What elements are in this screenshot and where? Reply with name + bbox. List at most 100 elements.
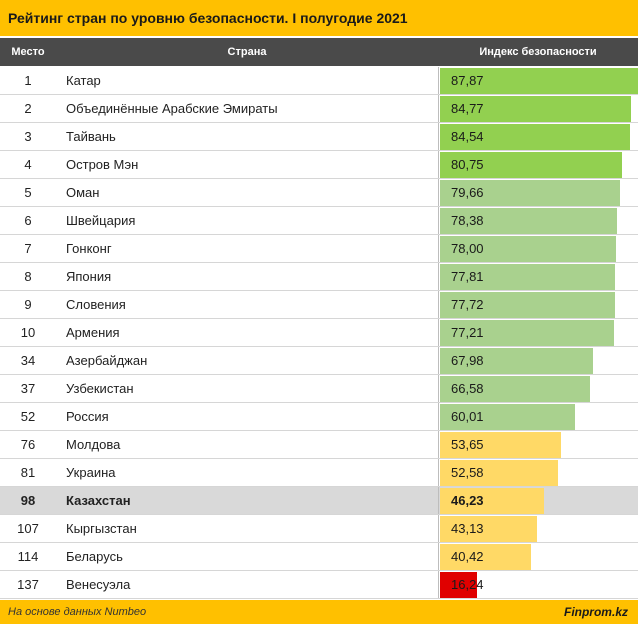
rank-cell: 6	[24, 213, 32, 228]
index-bar	[440, 208, 617, 234]
table-row: 98 Казахстан 46,23	[0, 487, 638, 515]
index-bar	[440, 264, 615, 290]
index-bar	[440, 180, 620, 206]
index-value-label: 66,58	[451, 381, 484, 396]
rank-cell: 1	[24, 73, 32, 88]
index-bar	[440, 124, 630, 150]
rank-cell: 7	[24, 241, 32, 256]
rank-cell: 3	[24, 129, 32, 144]
brand-logo: Finprom.kz	[563, 605, 628, 619]
index-cell: 84,77	[438, 95, 638, 122]
index-cell: 67,98	[438, 347, 638, 374]
index-bar	[440, 460, 558, 486]
index-cell: 78,00	[438, 235, 638, 262]
country-cell: Армения	[66, 325, 120, 340]
country-cell: Украина	[66, 465, 116, 480]
country-cell: Беларусь	[66, 549, 123, 564]
rank-cell: 52	[20, 409, 36, 424]
country-cell: Словения	[66, 297, 126, 312]
rank-cell: 8	[24, 269, 32, 284]
index-value-label: 40,42	[451, 549, 484, 564]
index-bar	[440, 320, 614, 346]
index-value-label: 52,58	[451, 465, 484, 480]
index-bar	[440, 292, 615, 318]
country-cell: Гонконг	[66, 241, 112, 256]
index-cell: 79,66	[438, 179, 638, 206]
country-cell: Казахстан	[66, 493, 131, 508]
index-cell: 66,58	[438, 375, 638, 402]
country-cell: Россия	[66, 409, 109, 424]
index-bar	[440, 488, 544, 514]
index-cell: 87,87	[438, 67, 638, 94]
table-row: 81 Украина 52,58	[0, 459, 638, 487]
rank-cell: 4	[24, 157, 32, 172]
rank-cell: 107	[17, 521, 39, 536]
index-cell: 60,01	[438, 403, 638, 430]
index-cell: 77,81	[438, 263, 638, 290]
rank-cell: 76	[20, 437, 36, 452]
index-cell: 16,24	[438, 571, 638, 598]
index-value-label: 53,65	[451, 437, 484, 452]
table-row: 107 Кыргызстан 43,13	[0, 515, 638, 543]
rank-cell: 10	[20, 325, 36, 340]
table-row: 7 Гонконг 78,00	[0, 235, 638, 263]
rank-cell: 98	[20, 493, 36, 508]
source-note: На основе данных Numbeo	[8, 606, 147, 618]
index-value-label: 60,01	[451, 409, 484, 424]
index-bar	[440, 516, 537, 542]
table-row: 1 Катар 87,87	[0, 67, 638, 95]
index-value-label: 43,13	[451, 521, 484, 536]
table-row: 6 Швейцария 78,38	[0, 207, 638, 235]
index-value-label: 46,23	[451, 493, 484, 508]
country-cell: Оман	[66, 185, 100, 200]
country-cell: Объединённые Арабские Эмираты	[66, 101, 278, 116]
rank-cell: 114	[17, 549, 39, 564]
country-cell: Узбекистан	[66, 381, 134, 396]
country-cell: Остров Мэн	[66, 157, 139, 172]
table-row: 137 Венесуэла 16,24	[0, 571, 638, 599]
index-bar	[440, 376, 590, 402]
rank-cell: 137	[17, 577, 39, 592]
index-value-label: 79,66	[451, 185, 484, 200]
index-cell: 46,23	[438, 487, 638, 514]
table-row: 37 Узбекистан 66,58	[0, 375, 638, 403]
table-row: 3 Тайвань 84,54	[0, 123, 638, 151]
rank-cell: 2	[24, 101, 32, 116]
table-row: 76 Молдова 53,65	[0, 431, 638, 459]
header-rank: Место	[11, 46, 45, 58]
index-value-label: 77,72	[451, 297, 484, 312]
rank-cell: 9	[24, 297, 32, 312]
country-cell: Япония	[66, 269, 112, 284]
table-body: 1 Катар 87,87 2 Объединённые Арабские Эмират…	[0, 67, 638, 599]
country-cell: Катар	[66, 73, 101, 88]
index-cell: 43,13	[438, 515, 638, 542]
footer: На основе данных Numbeo Finprom.kz	[0, 600, 638, 624]
country-cell: Азербайджан	[66, 353, 148, 368]
table-row: 114 Беларусь 40,42	[0, 543, 638, 571]
header-index: Индекс безопасности	[479, 46, 597, 58]
index-bar	[440, 544, 531, 570]
index-value-label: 84,54	[451, 129, 484, 144]
index-value-label: 80,75	[451, 157, 484, 172]
index-bar	[440, 236, 616, 262]
index-cell: 80,75	[438, 151, 638, 178]
index-bar	[440, 152, 622, 178]
index-bar	[440, 348, 593, 374]
index-bar	[440, 404, 575, 430]
index-bar	[440, 572, 477, 598]
country-cell: Молдова	[66, 437, 121, 452]
rank-cell: 34	[20, 353, 36, 368]
rank-cell: 37	[20, 381, 36, 396]
table-row: 52 Россия 60,01	[0, 403, 638, 431]
index-cell: 84,54	[438, 123, 638, 150]
index-value-label: 67,98	[451, 353, 484, 368]
country-cell: Швейцария	[66, 213, 136, 228]
index-cell: 77,21	[438, 319, 638, 346]
index-value-label: 78,00	[451, 241, 484, 256]
table-row: 5 Оман 79,66	[0, 179, 638, 207]
index-value-label: 78,38	[451, 213, 484, 228]
table-header: Место Страна Индекс безопасности	[0, 38, 638, 66]
table-row: 10 Армения 77,21	[0, 319, 638, 347]
index-cell: 40,42	[438, 543, 638, 570]
header-country: Страна	[227, 46, 267, 58]
